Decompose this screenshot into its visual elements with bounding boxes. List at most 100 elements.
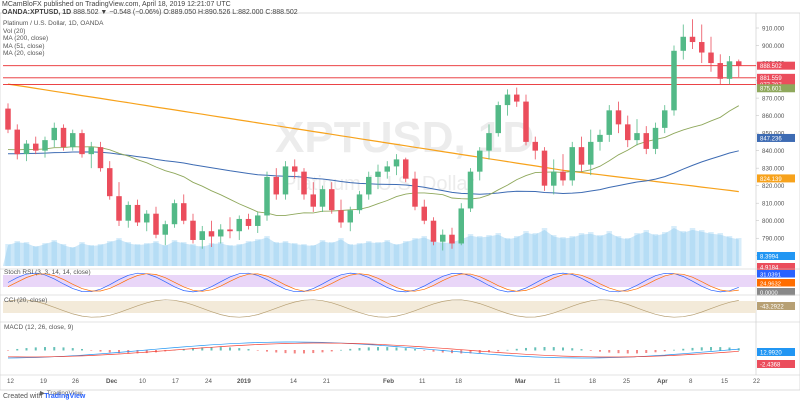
macd-histogram-bar bbox=[349, 348, 352, 351]
volume-bar bbox=[597, 235, 603, 266]
x-tick-label: 18 bbox=[455, 378, 462, 385]
price-label: 881.559 bbox=[760, 76, 782, 82]
candle-up bbox=[384, 166, 390, 172]
candle-down bbox=[292, 166, 298, 172]
candle-down bbox=[532, 141, 538, 151]
y-tick-label: 810.000 bbox=[762, 201, 785, 208]
candle-up bbox=[366, 176, 372, 195]
macd-histogram-bar bbox=[710, 347, 712, 351]
volume-label: 8.3994 bbox=[760, 254, 779, 260]
macd-histogram-bar bbox=[525, 347, 527, 351]
macd-histogram-bar bbox=[571, 348, 574, 351]
publish-info: MCamBloFX published on TradingView.com, … bbox=[2, 1, 231, 8]
volume-bar bbox=[116, 238, 122, 266]
volume-bar bbox=[264, 236, 270, 266]
candle-up bbox=[606, 110, 612, 135]
macd-histogram-bar bbox=[497, 350, 500, 352]
macd-histogram-bar bbox=[53, 347, 56, 351]
price-label-bg bbox=[757, 84, 795, 93]
candle-up bbox=[23, 143, 30, 155]
candle-up bbox=[458, 208, 464, 244]
volume-bar bbox=[88, 245, 94, 266]
x-tick-label: 17 bbox=[172, 378, 179, 385]
macd-histogram-bar bbox=[645, 350, 648, 353]
x-tick-label: 12 bbox=[7, 378, 14, 385]
volume-ma-area bbox=[3, 228, 739, 266]
macd-histogram-bar bbox=[599, 350, 601, 352]
volume-bar bbox=[366, 241, 372, 266]
price-label: 875.601 bbox=[760, 87, 782, 93]
volume-bar bbox=[560, 237, 566, 266]
x-tick-label: 25 bbox=[623, 378, 630, 385]
y-tick-label: 910.000 bbox=[762, 26, 785, 33]
cci-label[interactable]: CCI (20, close) bbox=[4, 297, 48, 304]
volume-bar bbox=[393, 244, 400, 266]
volume-bar bbox=[60, 244, 67, 266]
macd-histogram-bar bbox=[534, 347, 537, 351]
macd-histogram-bar bbox=[275, 350, 278, 353]
legend-ma20[interactable]: MA (20, close) bbox=[3, 50, 45, 57]
macd-histogram-bar bbox=[182, 348, 185, 351]
price-label: 824.139 bbox=[760, 177, 782, 183]
footer-tradingview[interactable]: TradingView bbox=[44, 393, 86, 400]
candle-down bbox=[79, 133, 85, 155]
candle-down bbox=[310, 194, 316, 207]
candle-down bbox=[523, 101, 529, 142]
indicator-legend: Platinum / U.S. Dollar, 1D, OANDA Vol (2… bbox=[3, 20, 103, 58]
price-label-bg bbox=[757, 61, 795, 70]
candle-up bbox=[236, 218, 242, 232]
macd-histogram-bar bbox=[62, 347, 65, 351]
candle-down bbox=[615, 110, 622, 125]
macd-histogram-bar bbox=[414, 349, 416, 351]
stoch-label: 31.0391 bbox=[760, 272, 781, 278]
macd-histogram-bar bbox=[636, 350, 638, 354]
macd-histogram-bar bbox=[423, 350, 426, 351]
candle-down bbox=[560, 171, 566, 181]
volume-bar bbox=[634, 233, 640, 266]
legend-vol[interactable]: Vol (20) bbox=[3, 27, 26, 35]
price-label: 888.502 bbox=[760, 64, 782, 70]
legend-ma200[interactable]: MA (200, close) bbox=[3, 35, 49, 42]
price-label-bg bbox=[757, 133, 795, 142]
volume-bar bbox=[717, 233, 723, 266]
macd-histogram-bar bbox=[580, 349, 583, 351]
candle-down bbox=[5, 108, 11, 130]
volume-bar bbox=[282, 241, 289, 266]
candle-up bbox=[569, 147, 575, 181]
volume-bar bbox=[625, 238, 631, 266]
macd-histogram-bar bbox=[266, 350, 268, 352]
macd-signal-line bbox=[7, 342, 739, 358]
macd-label[interactable]: MACD (12, 26, close, 9) bbox=[4, 324, 74, 331]
candle-down bbox=[430, 220, 437, 242]
candle-down bbox=[245, 218, 252, 226]
candle-down bbox=[514, 94, 520, 102]
macd-histogram-bar bbox=[728, 347, 731, 351]
macd-line bbox=[7, 341, 739, 359]
candle-up bbox=[652, 127, 659, 149]
y-tick-label: 870.000 bbox=[762, 96, 785, 103]
volume-bar bbox=[514, 236, 520, 266]
stoch-label-bg bbox=[757, 279, 795, 287]
macd-histogram-bar bbox=[469, 350, 472, 354]
volume-bar bbox=[606, 231, 612, 266]
stoch-rsi-label[interactable]: Stoch RSI (3, 3, 14, 14, close) bbox=[4, 269, 91, 276]
candle-down bbox=[329, 189, 335, 211]
candle-down bbox=[227, 229, 233, 232]
candle-down bbox=[625, 124, 631, 141]
cci-band bbox=[3, 301, 756, 313]
volume-bar bbox=[199, 246, 205, 266]
macd-histogram-bar bbox=[682, 348, 685, 351]
x-tick-label: 11 bbox=[419, 378, 426, 385]
candle-up bbox=[588, 141, 594, 165]
macd-histogram-bar bbox=[312, 350, 315, 354]
legend-ma51[interactable]: MA (51, close) bbox=[3, 42, 45, 50]
macd-histogram-bar bbox=[7, 350, 9, 351]
volume-bar bbox=[33, 246, 39, 266]
candle-up bbox=[597, 134, 603, 142]
macd-histogram-bar bbox=[99, 350, 102, 352]
candle-up bbox=[486, 133, 492, 151]
macd-histogram-bar bbox=[81, 348, 83, 351]
legend-title[interactable]: Platinum / U.S. Dollar, 1D, OANDA bbox=[3, 20, 104, 27]
volume-bar bbox=[467, 234, 474, 266]
